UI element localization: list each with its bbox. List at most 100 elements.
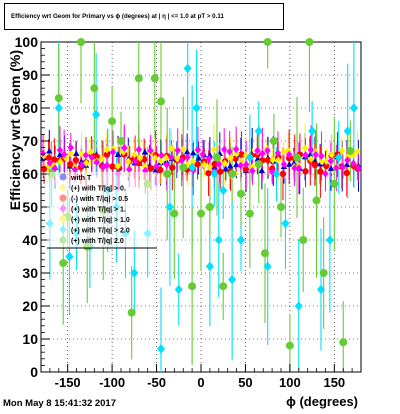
marker-red — [343, 169, 351, 177]
marker-yellow — [136, 154, 144, 162]
y-tick-label: 20 — [22, 298, 38, 314]
marker-blue — [73, 150, 80, 157]
marker-green — [54, 94, 63, 103]
marker-green — [219, 282, 228, 291]
marker-magenta — [221, 145, 228, 154]
marker-green — [293, 153, 301, 162]
marker-green — [254, 160, 263, 169]
marker-cyan — [130, 268, 139, 278]
marker-magenta — [51, 164, 59, 173]
marker-yellow — [103, 145, 111, 154]
marker-blue — [306, 151, 314, 158]
marker-magenta — [280, 160, 288, 169]
marker-green — [163, 170, 172, 178]
marker-magenta — [39, 149, 47, 157]
marker-yellow — [307, 155, 315, 163]
marker-magenta — [132, 157, 139, 166]
marker-magenta — [67, 143, 75, 152]
marker-red — [51, 156, 58, 163]
x-tick-label: -100 — [99, 375, 125, 390]
marker-magenta — [232, 145, 240, 154]
marker-cyan — [349, 103, 358, 113]
marker-magenta — [205, 154, 213, 163]
marker-green — [277, 203, 285, 211]
marker-blue — [141, 148, 149, 155]
marker-yellow — [275, 156, 282, 164]
marker-red — [109, 163, 116, 170]
marker-magenta — [56, 146, 64, 155]
y-tick-label: 100 — [15, 34, 39, 50]
marker-magenta — [259, 149, 266, 158]
marker-magenta — [158, 151, 165, 160]
marker-cyan — [54, 103, 63, 113]
marker-blue — [290, 160, 298, 166]
y-axis-label: Efficiency wrt Geom (%) — [7, 50, 23, 210]
marker-magenta — [333, 164, 340, 172]
marker-magenta — [199, 150, 207, 159]
marker-green — [197, 209, 205, 218]
marker-yellow — [179, 145, 187, 154]
marker-green — [228, 170, 237, 178]
marker-magenta — [82, 151, 90, 160]
marker-yellow — [210, 145, 218, 154]
marker-blue — [114, 151, 122, 158]
marker-yellow — [227, 154, 234, 162]
marker-yellow — [221, 159, 229, 168]
marker-magenta — [355, 164, 362, 172]
marker-cyan — [174, 284, 183, 295]
marker-green — [299, 236, 308, 244]
marker-magenta — [60, 150, 68, 159]
marker-green — [150, 74, 159, 83]
marker-cyan — [192, 103, 201, 113]
marker-magenta — [274, 149, 282, 157]
marker-yellow — [249, 162, 256, 171]
title-box: Efficiency wrt Geom for Primary vs ϕ (de… — [4, 3, 284, 30]
marker-red — [311, 161, 319, 169]
marker-magenta — [285, 150, 293, 159]
marker-magenta — [295, 164, 303, 172]
marker-red — [194, 161, 201, 168]
marker-red — [217, 168, 224, 175]
marker-magenta — [153, 162, 160, 171]
legend: with T (+) with T/|q| > 0. (-) with T/|q| … — [47, 172, 157, 249]
marker-green — [134, 74, 143, 83]
x-tick-label: 0 — [197, 375, 204, 390]
marker-green — [346, 146, 355, 155]
y-tick-label: 50 — [22, 199, 38, 215]
marker-green — [237, 189, 245, 198]
axis-ticks — [41, 41, 353, 373]
marker-green — [319, 269, 328, 277]
marker-magenta — [135, 145, 142, 154]
legend-entry: (+) with T/|q| > 2.0 — [71, 228, 130, 235]
x-tick-label: -150 — [55, 375, 81, 390]
marker-magenta — [142, 166, 149, 175]
marker-magenta — [237, 161, 244, 170]
marker-green — [179, 163, 188, 172]
y-tick-label: 30 — [22, 265, 38, 281]
marker-green — [330, 179, 339, 188]
marker-cyan — [92, 109, 101, 120]
marker-magenta — [99, 163, 107, 172]
marker-blue — [316, 160, 324, 167]
chart-title: Efficiency wrt Geom for Primary vs ϕ (de… — [11, 13, 224, 20]
marker-green — [127, 308, 136, 317]
marker-magenta — [178, 156, 185, 165]
marker-green — [285, 341, 294, 350]
marker-blue — [152, 167, 159, 174]
marker-yellow — [62, 153, 69, 162]
marker-blue — [56, 151, 64, 157]
marker-cyan — [317, 284, 325, 295]
marker-magenta — [264, 146, 271, 155]
marker-yellow — [157, 157, 165, 165]
marker-red — [302, 168, 309, 175]
marker-cyan — [165, 202, 174, 212]
marker-red — [205, 169, 212, 177]
marker-yellow — [238, 157, 245, 165]
marker-magenta — [147, 146, 154, 155]
y-tick-label: 70 — [22, 133, 38, 149]
marker-yellow — [354, 147, 361, 156]
marker-magenta — [103, 161, 111, 170]
marker-red — [72, 156, 80, 164]
marker-blue — [189, 149, 197, 156]
